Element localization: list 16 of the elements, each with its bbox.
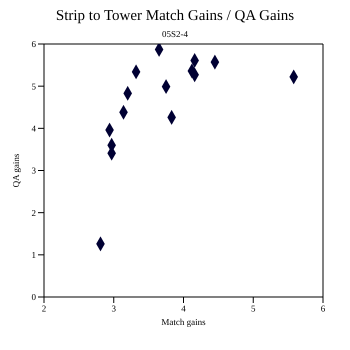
y-axis-title: QA gains [11, 153, 22, 188]
x-tick-label: 3 [112, 303, 116, 314]
x-tick-label: 2 [42, 303, 46, 314]
x-axis-title: Match gains [161, 317, 206, 327]
y-tick-label: 4 [32, 124, 36, 134]
chart-title: Strip to Tower Match Gains / QA Gains [54, 8, 296, 25]
x-tick-label: 5 [251, 303, 256, 314]
y-tick-label: 6 [32, 39, 36, 50]
chart-subtitle: 05S2-4 [160, 29, 189, 39]
x-tick-label: 4 [181, 303, 186, 314]
y-tick-label: 3 [32, 166, 36, 176]
y-tick-label: 1 [32, 250, 36, 260]
y-tick-label: 5 [32, 81, 36, 92]
x-tick-label: 6 [320, 303, 326, 314]
y-tick-label: 0 [32, 292, 36, 302]
y-tick-label: 2 [32, 208, 36, 218]
